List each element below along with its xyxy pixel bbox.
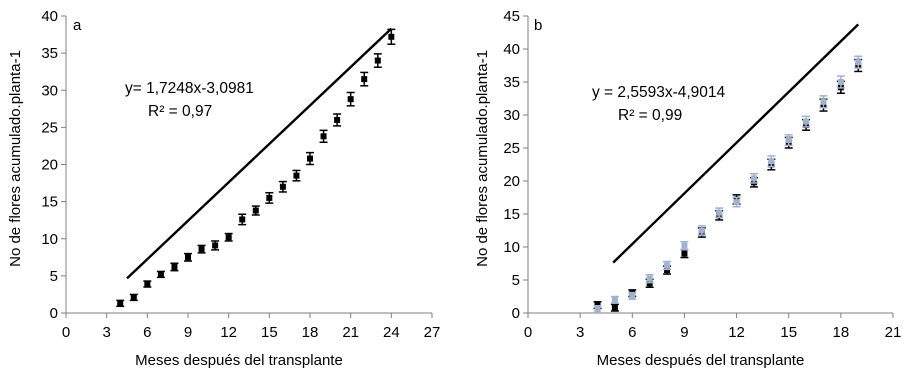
y-tick-label: 5	[50, 268, 58, 285]
data-point	[803, 118, 810, 125]
x-tick-label: 18	[833, 324, 850, 341]
data-point	[611, 304, 618, 311]
x-tick-label: 21	[885, 324, 902, 341]
data-point	[171, 263, 178, 270]
data-point	[388, 33, 395, 40]
r-squared-label: R² = 0,97	[148, 103, 212, 120]
data-point	[611, 296, 618, 303]
x-tick-label: 21	[342, 324, 359, 341]
data-point	[279, 183, 286, 190]
x-tick-label: 6	[628, 324, 636, 341]
data-point	[681, 242, 688, 249]
regression-equation: y= 1,7248x-3,0981	[125, 80, 254, 97]
x-tick-label: 27	[424, 324, 441, 341]
y-tick-label: 45	[503, 8, 520, 25]
x-tick-label: 18	[302, 324, 319, 341]
panel-letter: b	[534, 17, 542, 34]
x-tick-label: 6	[143, 324, 151, 341]
data-point	[198, 246, 205, 253]
y-tick-label: 15	[41, 194, 58, 211]
x-tick-label: 9	[680, 324, 688, 341]
y-tick-label: 10	[503, 239, 520, 256]
data-point	[664, 262, 671, 269]
y-tick-label: 40	[41, 8, 58, 25]
x-tick-label: 12	[220, 324, 237, 341]
trendline	[126, 27, 393, 280]
y-tick-label: 25	[503, 140, 520, 157]
data-point	[837, 79, 844, 85]
data-point	[157, 271, 164, 278]
x-tick-label: 9	[184, 324, 192, 341]
x-tick-label: 0	[62, 324, 70, 341]
data-point	[347, 96, 354, 103]
x-tick-label: 15	[261, 324, 278, 341]
y-tick-label: 40	[503, 41, 520, 58]
data-point	[185, 254, 191, 261]
y-tick-label: 5	[512, 272, 520, 289]
x-tick-label: 12	[728, 324, 745, 341]
y-tick-label: 35	[503, 74, 520, 91]
data-point	[820, 98, 827, 105]
trendline	[612, 23, 860, 264]
data-point	[117, 300, 124, 307]
x-tick-label: 24	[383, 324, 400, 341]
panel-b: 0 5 10 15 20 25 30 35 40 45 0 3 6 9 12 15 18 21 Meses desp…	[474, 8, 901, 369]
data-point	[594, 306, 601, 313]
data-point	[130, 294, 137, 301]
data-point	[320, 133, 327, 140]
y-tick-label: 0	[512, 305, 520, 322]
y-tick-label: 30	[503, 107, 520, 124]
regression-equation: y = 2,5593x-4,9014	[592, 84, 726, 101]
data-point	[239, 216, 246, 223]
y-axis-title: No de flores acumulado.planta-1	[7, 50, 24, 267]
data-point	[212, 242, 219, 249]
y-tick-label: 30	[41, 82, 58, 99]
data-point	[225, 234, 232, 241]
x-axis-title: Meses después del transplante	[135, 352, 343, 369]
y-tick-label: 10	[41, 231, 58, 248]
y-axis-title: No de flores acumulado.planta-1	[474, 50, 491, 267]
x-tick-label: 3	[102, 324, 110, 341]
data-point	[307, 155, 313, 162]
data-point	[733, 199, 740, 206]
y-tick-label: 35	[41, 45, 58, 62]
data-point	[334, 116, 341, 123]
panel-letter: a	[73, 17, 82, 34]
data-point	[374, 57, 381, 64]
panel-a: 0 5 10 15 20 25 30 35 40 0 3 6 9 12 15 18 21 24 27 Meses de…	[7, 8, 440, 369]
x-tick-label: 3	[576, 324, 584, 341]
x-axis-title: Meses después del transplante	[597, 352, 805, 369]
data-point	[768, 158, 775, 165]
x-tick-label: 0	[524, 324, 532, 341]
data-point	[681, 250, 688, 257]
data-point	[698, 227, 705, 234]
data-point	[266, 194, 273, 201]
data-point	[252, 207, 259, 214]
data-point	[293, 172, 300, 179]
data-point	[361, 76, 368, 83]
y-tick-label: 20	[503, 173, 520, 190]
data-point	[629, 292, 636, 299]
data-point	[646, 275, 653, 282]
y-tick-label: 25	[41, 119, 58, 136]
y-tick-label: 0	[50, 305, 58, 322]
y-tick-label: 15	[503, 206, 520, 223]
y-tick-label: 20	[41, 157, 58, 174]
r-squared-label: R² = 0,99	[618, 107, 682, 124]
data-point	[855, 59, 862, 66]
data-point	[144, 281, 151, 288]
x-tick-label: 15	[780, 324, 797, 341]
data-point	[750, 175, 757, 182]
data-point	[716, 209, 723, 216]
data-point	[785, 137, 792, 144]
